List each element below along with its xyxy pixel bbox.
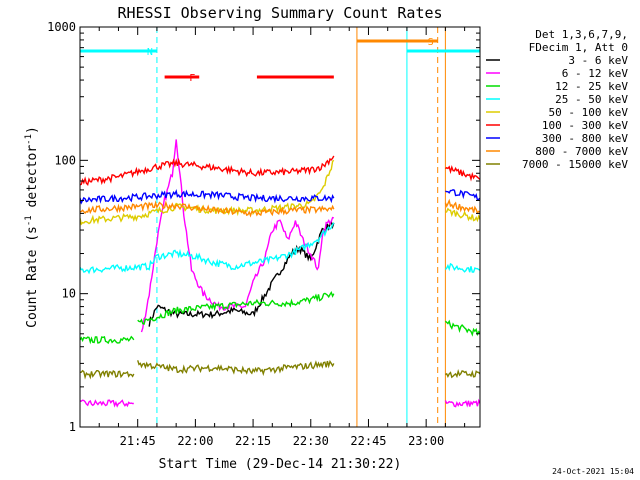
series-line-7-segment-0 [80,200,335,218]
flag-label-3: F [189,73,195,84]
legend-label-7: 800 - 7000 keV [535,145,628,158]
legend-label-1: 6 - 12 keV [562,67,629,80]
series-line-3-segment-1 [444,262,480,273]
series-line-7-segment-1 [444,198,480,215]
legend: Det 1,3,6,7,9, FDecim 1, Att 0 3 - 6 keV… [486,28,628,171]
flag-label-0: N [147,47,153,58]
footer-timestamp: 24-Oct-2021 15:04 [552,467,634,476]
legend-header-line-2: FDecim 1, Att 0 [529,41,628,54]
series-line-8-segment-1 [137,359,335,377]
legend-label-2: 12 - 25 keV [555,80,628,93]
series-line-8-segment-2 [445,369,480,379]
series-line-6-segment-0 [80,189,335,205]
y-axis-label-exp1: -1 [24,215,34,226]
series-line-2-segment-2 [444,319,480,337]
series-line-5-segment-0 [80,155,335,186]
legend-label-8: 7000 - 15000 keV [522,158,628,171]
flag-label-2: S [428,37,434,48]
series-line-1-segment-0 [80,399,134,408]
legend-label-4: 50 - 100 keV [549,106,629,119]
x-tick-label-3: 22:30 [293,434,329,448]
legend-label-5: 100 - 300 keV [542,119,628,132]
y-tick-label-2: 100 [54,153,76,167]
series-line-2-segment-0 [80,335,135,345]
series-line-6-segment-1 [445,189,480,201]
y-axis-label-mid: detector [25,145,40,216]
x-tick-label-5: 23:00 [408,434,444,448]
legend-label-3: 25 - 50 keV [555,93,628,106]
series-line-8-segment-0 [80,369,135,380]
y-tick-label-1: 10 [62,287,76,301]
legend-header-line-1: Det 1,3,6,7,9, [535,28,628,41]
legend-label-0: 3 - 6 keV [568,54,628,67]
chart-title: RHESSI Observing Summary Count Rates [117,4,442,22]
y-axis-label-end: ) [25,126,40,134]
y-axis-label: Count Rate (s-1 detector-1) [24,126,40,328]
legend-label-6: 300 - 800 keV [542,132,628,145]
series-line-2-segment-1 [137,290,335,325]
series-line-4-segment-1 [445,207,480,223]
series-line-1-segment-2 [444,398,480,408]
x-tick-label-2: 22:15 [235,434,271,448]
y-tick-label-0: 1 [69,420,76,434]
y-axis-label-exp2: -1 [24,134,34,145]
y-tick-label-3: 1000 [47,20,76,34]
series-line-0-segment-0 [148,220,335,327]
plot-frame [79,26,481,428]
x-tick-label-1: 22:00 [177,434,213,448]
series-line-3-segment-0 [80,222,335,275]
series-line-5-segment-1 [445,165,480,182]
y-axis-label-base: Count Rate (s [25,226,40,328]
series-line-4-segment-0 [80,159,335,226]
x-tick-label-4: 22:45 [350,434,386,448]
x-tick-label-0: 21:45 [120,434,156,448]
x-axis-label: Start Time (29-Dec-14 21:30:22) [159,457,402,472]
